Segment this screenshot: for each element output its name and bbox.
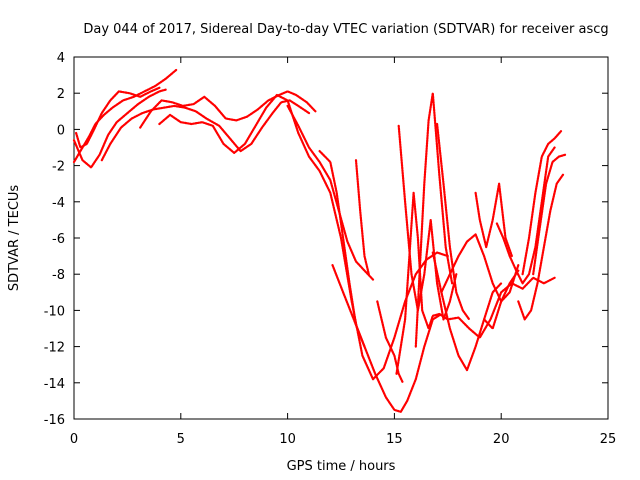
- y-tick-label: -10: [44, 304, 65, 319]
- series-line-sat-4: [100, 99, 311, 162]
- y-tick-label: -14: [44, 377, 65, 392]
- series-line-sat-15: [436, 122, 471, 321]
- series-line-sat-3: [74, 86, 161, 149]
- series-line-sat-19: [495, 146, 556, 285]
- series-line-sat-16: [440, 233, 520, 303]
- series-line-sat-11: [376, 300, 404, 384]
- series-line-sat-21: [517, 173, 565, 321]
- series-line-sat-1: [72, 68, 178, 164]
- series-line-sat-7: [286, 104, 375, 281]
- x-tick-label: 0: [70, 432, 78, 447]
- series-line-sat-2: [72, 88, 167, 169]
- y-tick-label: 0: [57, 123, 65, 138]
- y-tick-label: -16: [44, 413, 65, 428]
- x-axis-ticks: 0 5 10 15 20 25: [70, 57, 616, 447]
- series-line-sat-6: [158, 93, 449, 381]
- series-line-sat-17: [431, 251, 503, 372]
- y-tick-label: -6: [52, 232, 65, 247]
- series-line-sat-10: [354, 159, 370, 276]
- x-axis-label: GPS time / hours: [287, 459, 396, 474]
- x-tick-label: 15: [386, 432, 403, 447]
- series-line-sat-14: [414, 92, 454, 348]
- chart-title: Day 044 of 2017, Sidereal Day-to-day VTE…: [83, 22, 608, 37]
- series-line-sat-20: [521, 130, 563, 276]
- x-tick-label: 10: [279, 432, 296, 447]
- y-axis-label: SDTVAR / TECUs: [7, 185, 22, 292]
- series-line-sat-23: [532, 153, 567, 276]
- y-axis-ticks: 4 2 0 -2 -4 -6 -8 -10 -12 -14 -16: [44, 51, 608, 428]
- y-tick-label: 4: [57, 51, 65, 66]
- y-tick-label: 2: [57, 87, 65, 102]
- series-line-sat-5: [139, 90, 317, 129]
- x-tick-label: 25: [600, 432, 617, 447]
- y-tick-label: -2: [52, 160, 65, 175]
- series-line-sat-9: [331, 264, 443, 413]
- y-tick-label: -8: [52, 268, 65, 283]
- y-tick-label: -12: [44, 341, 65, 356]
- x-tick-label: 5: [177, 432, 185, 447]
- x-tick-label: 20: [493, 432, 510, 447]
- y-tick-label: -4: [52, 196, 65, 211]
- series-line-sat-18: [474, 182, 513, 258]
- series-line-sat-22: [483, 269, 520, 330]
- data-series-group: [72, 68, 567, 413]
